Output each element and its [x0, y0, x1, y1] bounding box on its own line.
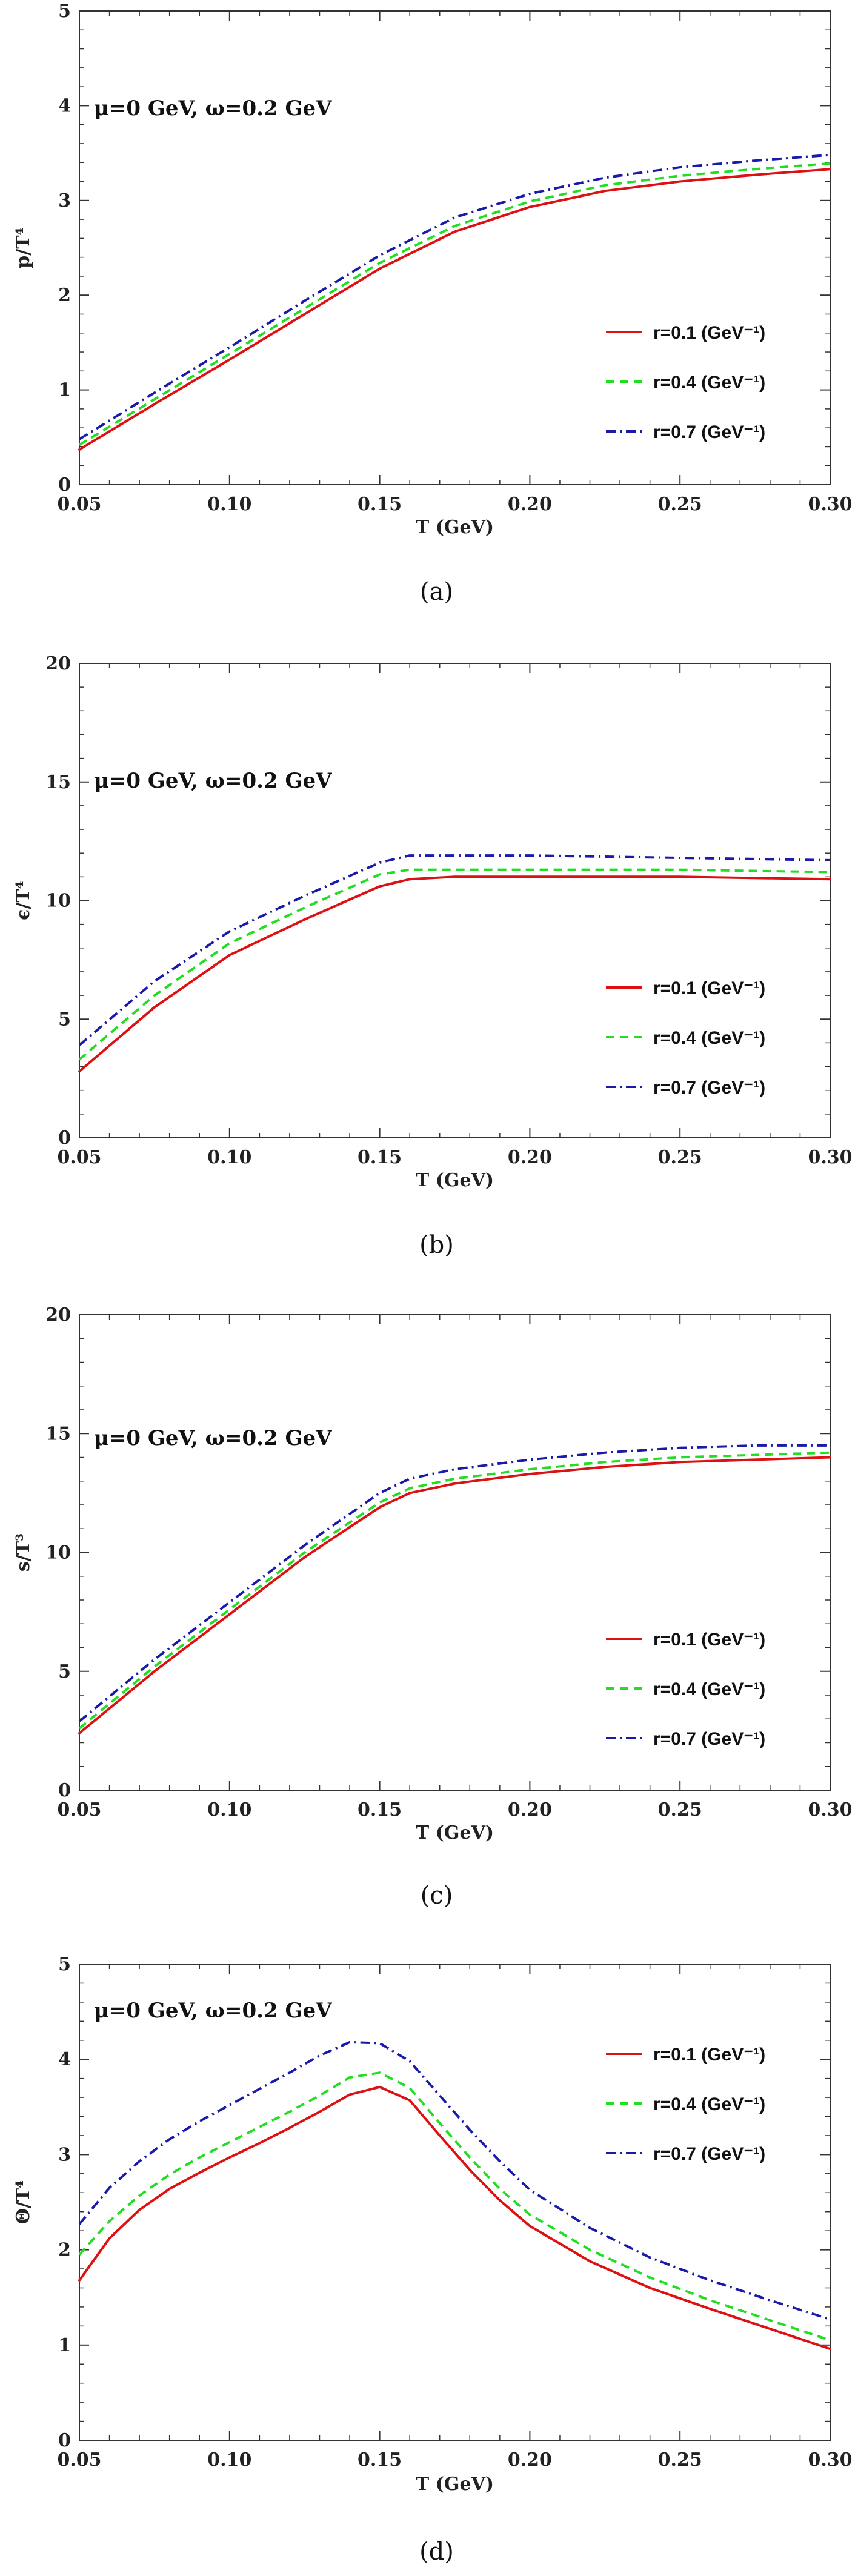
y-tick-label: 0 [58, 2430, 71, 2451]
plot-frame [79, 1314, 831, 1791]
y-tick-label: 10 [45, 1542, 71, 1564]
series-line-3 [78, 153, 831, 440]
chart-annotation: μ=0 GeV, ω=0.2 GeV [94, 769, 332, 793]
legend-label-3: r=0.7 (GeV⁻¹) [653, 1729, 765, 1749]
y-tick-label: 1 [58, 2335, 71, 2356]
x-tick-label: 0.15 [358, 1799, 402, 1821]
legend-label-3: r=0.7 (GeV⁻¹) [653, 2144, 765, 2164]
series-line-1 [78, 875, 831, 1073]
y-tick-label: 20 [45, 653, 71, 674]
y-tick-label: 10 [45, 891, 71, 912]
x-axis-label: T (GeV) [416, 2474, 494, 2495]
y-tick-label: 3 [58, 190, 71, 211]
series-line-2 [78, 868, 831, 1061]
chart-panel-1: 0.05 0.10 0.15 0.20 0.25 0.30 0 1 2 3 4 5 T (GeV) p/T… [13, 1, 853, 606]
x-tick-label: 0.20 [508, 494, 552, 515]
x-tick-label: 0.30 [808, 1799, 852, 1821]
x-axis-label: T (GeV) [416, 1170, 494, 1191]
x-tick-label: 0.05 [57, 494, 101, 515]
y-tick-label: 4 [58, 95, 71, 116]
x-tick-label: 0.05 [57, 1147, 101, 1168]
x-tick-label: 0.30 [808, 494, 852, 515]
legend-label-1: r=0.1 (GeV⁻¹) [653, 1630, 765, 1650]
chart-panel-3: 0.05 0.10 0.15 0.20 0.25 0.30 0 5 10 15 20 T (GeV) s… [13, 1304, 853, 1910]
x-tick-label: 0.25 [658, 494, 702, 515]
y-axis-label: Θ/T⁴ [13, 2180, 34, 2225]
x-tick-label: 0.15 [358, 2449, 402, 2471]
y-tick-label: 3 [58, 2144, 71, 2165]
x-axis-label: T (GeV) [416, 1822, 494, 1844]
chart-annotation: μ=0 GeV, ω=0.2 GeV [94, 1426, 332, 1450]
chart-panel-4: 0.05 0.10 0.15 0.20 0.25 0.30 0 1 2 3 4 5 T (GeV) Θ/T… [13, 1954, 853, 2566]
legend-label-2: r=0.4 (GeV⁻¹) [653, 373, 765, 393]
y-axis-label: p/T⁴ [13, 227, 34, 268]
x-tick-label: 0.30 [808, 2449, 852, 2471]
y-axis-label: s/T³ [13, 1533, 34, 1572]
x-tick-label: 0.05 [57, 1799, 101, 1821]
y-tick-label: 0 [58, 1780, 71, 1801]
y-tick-label: 2 [58, 285, 71, 306]
y-tick-label: 15 [45, 772, 71, 793]
y-tick-label: 0 [58, 474, 71, 496]
x-axis-label: T (GeV) [416, 517, 494, 538]
x-tick-label: 0.10 [207, 1799, 251, 1821]
x-tick-label: 0.20 [508, 1799, 552, 1821]
legend-label-2: r=0.4 (GeV⁻¹) [653, 2094, 765, 2114]
y-tick-label: 5 [58, 1009, 71, 1030]
x-tick-label: 0.10 [207, 494, 251, 515]
y-tick-label: 1 [58, 380, 71, 401]
plot-frame [79, 10, 831, 485]
y-tick-label: 5 [58, 1954, 71, 1975]
y-tick-label: 20 [45, 1304, 71, 1326]
series-line-1 [78, 2085, 831, 2351]
y-tick-label: 5 [58, 1, 71, 22]
y-tick-label: 0 [58, 1127, 71, 1149]
x-tick-label: 0.30 [808, 1147, 852, 1168]
x-tick-label: 0.15 [358, 1147, 402, 1168]
panel-caption: (a) [420, 578, 453, 606]
x-tick-label: 0.05 [57, 2449, 101, 2471]
panel-caption: (b) [419, 1231, 454, 1259]
series-line-3 [78, 854, 831, 1046]
x-tick-label: 0.10 [207, 2449, 251, 2471]
series-line-2 [78, 1451, 831, 1730]
legend-label-3: r=0.7 (GeV⁻¹) [653, 1078, 765, 1098]
y-tick-label: 15 [45, 1423, 71, 1444]
series-line-1 [78, 168, 831, 451]
y-tick-label: 5 [58, 1661, 71, 1682]
chart-annotation: μ=0 GeV, ω=0.2 GeV [94, 1999, 332, 2023]
panel-caption: (d) [419, 2538, 454, 2566]
plot-frame [79, 663, 831, 1138]
panel-caption: (c) [421, 1882, 453, 1910]
legend-label-3: r=0.7 (GeV⁻¹) [653, 422, 765, 442]
series-line-3 [78, 1444, 830, 1722]
series-line-2 [78, 162, 831, 446]
x-tick-label: 0.15 [358, 494, 402, 515]
x-tick-label: 0.25 [658, 1799, 702, 1821]
legend-label-1: r=0.1 (GeV⁻¹) [653, 978, 765, 998]
y-tick-label: 2 [58, 2240, 71, 2261]
x-tick-label: 0.25 [658, 2449, 702, 2471]
legend-label-2: r=0.4 (GeV⁻¹) [653, 1679, 765, 1699]
x-tick-label: 0.10 [207, 1147, 251, 1168]
x-tick-label: 0.25 [658, 1147, 702, 1168]
series-line-2 [78, 2071, 831, 2342]
series-line-3 [78, 2040, 831, 2321]
x-tick-label: 0.20 [508, 1147, 552, 1168]
legend-label-1: r=0.1 (GeV⁻¹) [653, 2045, 765, 2065]
chart-panel-2: 0.05 0.10 0.15 0.20 0.25 0.30 0 5 10 15 20 T (GeV) ϵ… [13, 653, 853, 1259]
chart-annotation: μ=0 GeV, ω=0.2 GeV [94, 96, 332, 121]
plot-frame [79, 1964, 831, 2441]
y-axis-label: ϵ/T⁴ [13, 881, 34, 920]
x-tick-label: 0.20 [508, 2449, 552, 2471]
legend-label-2: r=0.4 (GeV⁻¹) [653, 1028, 765, 1048]
legend-label-1: r=0.1 (GeV⁻¹) [653, 323, 765, 343]
series-line-1 [78, 1456, 831, 1734]
y-tick-label: 4 [58, 2049, 71, 2070]
